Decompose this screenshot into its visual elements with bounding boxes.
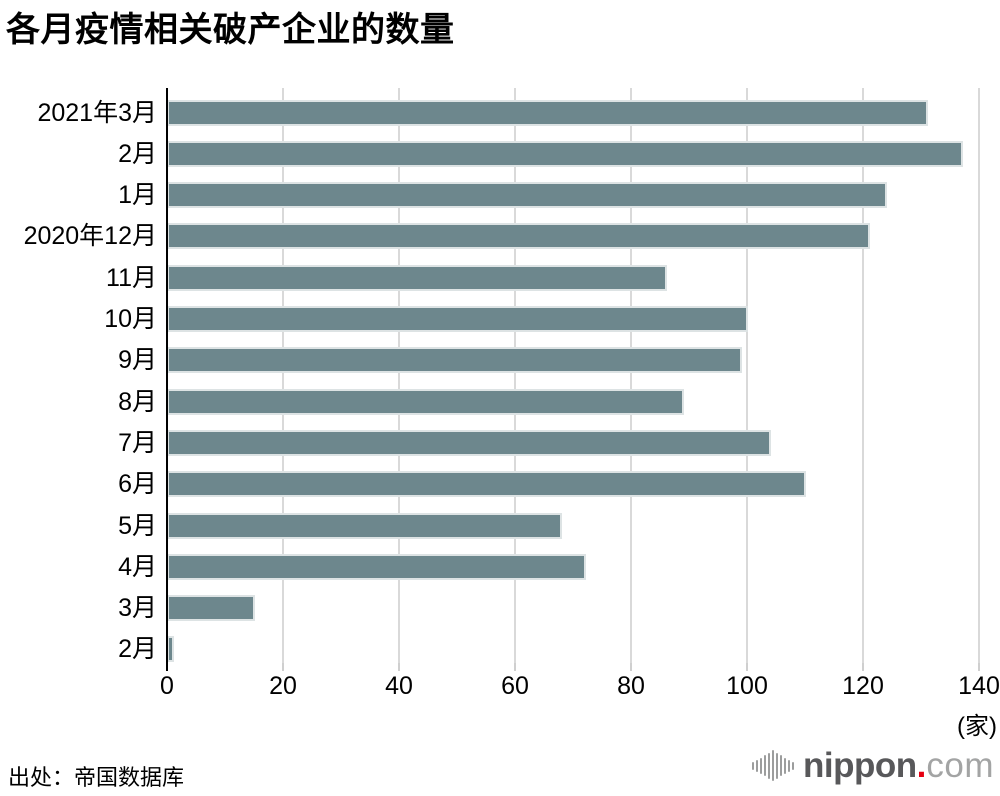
- category-label: 1月: [118, 181, 157, 210]
- x-tick-label: 100: [726, 672, 768, 700]
- nippon-logo: nippon.com: [752, 748, 994, 783]
- bar: [167, 99, 928, 126]
- soundwave-icon: [752, 749, 795, 783]
- category-label: 5月: [118, 511, 157, 540]
- bar: [167, 429, 772, 456]
- x-tick-label: 140: [958, 672, 1000, 700]
- bar: [167, 140, 963, 167]
- gridline: [978, 88, 980, 663]
- category-label: 4月: [118, 552, 157, 581]
- bar: [167, 264, 667, 291]
- x-tick-label: 0: [160, 672, 174, 700]
- plot-area: 0 20 40 60 80 100 120 140 2021年3月 2月 1月 2020年12月 11月…: [0, 88, 1000, 700]
- bar: [167, 595, 255, 622]
- bar: [167, 182, 888, 209]
- category-label: 2021年3月: [37, 98, 157, 127]
- y-axis-line: [166, 88, 168, 671]
- bar: [167, 636, 174, 663]
- category-label: 6月: [118, 470, 157, 499]
- bar: [167, 512, 563, 539]
- logo-dot: .: [916, 746, 927, 785]
- category-label: 3月: [118, 594, 157, 623]
- gridline: [398, 88, 400, 663]
- axis-tick: [862, 663, 864, 671]
- x-tick-label: 20: [269, 672, 297, 700]
- axis-tick: [630, 663, 632, 671]
- axis-tick: [398, 663, 400, 671]
- axis-tick: [514, 663, 516, 671]
- x-tick-label: 80: [617, 672, 645, 700]
- gridline: [862, 88, 864, 663]
- chart-title: 各月疫情相关破产企业的数量: [6, 11, 455, 49]
- gridline: [282, 88, 284, 663]
- category-label: 11月: [106, 263, 157, 292]
- gridline: [514, 88, 516, 663]
- category-label: 8月: [118, 387, 157, 416]
- gridline: [630, 88, 632, 663]
- axis-tick: [746, 663, 748, 671]
- bar: [167, 388, 685, 415]
- nippon-logo-text: nippon.com: [803, 748, 994, 783]
- bar: [167, 553, 586, 580]
- source-label: 出处：帝国数据库: [8, 765, 185, 790]
- bar: [167, 306, 748, 332]
- logo-word-nippon: nippon: [803, 746, 917, 785]
- category-label: 2020年12月: [23, 222, 157, 251]
- gridline: [746, 88, 748, 663]
- axis-tick: [282, 663, 284, 671]
- x-tick-label: 40: [385, 672, 413, 700]
- category-label: 9月: [118, 346, 157, 375]
- category-label: 2月: [118, 139, 157, 168]
- bar: [167, 471, 806, 498]
- category-label: 10月: [104, 305, 157, 333]
- x-tick-label: 60: [501, 672, 529, 700]
- bar: [167, 347, 743, 374]
- x-tick-label: 120: [842, 672, 884, 700]
- axis-tick: [978, 663, 980, 671]
- category-label: 7月: [118, 428, 157, 457]
- axis-unit-label: (家): [957, 713, 997, 740]
- logo-word-com: com: [926, 746, 994, 785]
- bar: [167, 223, 870, 250]
- category-label: 2月: [118, 635, 157, 664]
